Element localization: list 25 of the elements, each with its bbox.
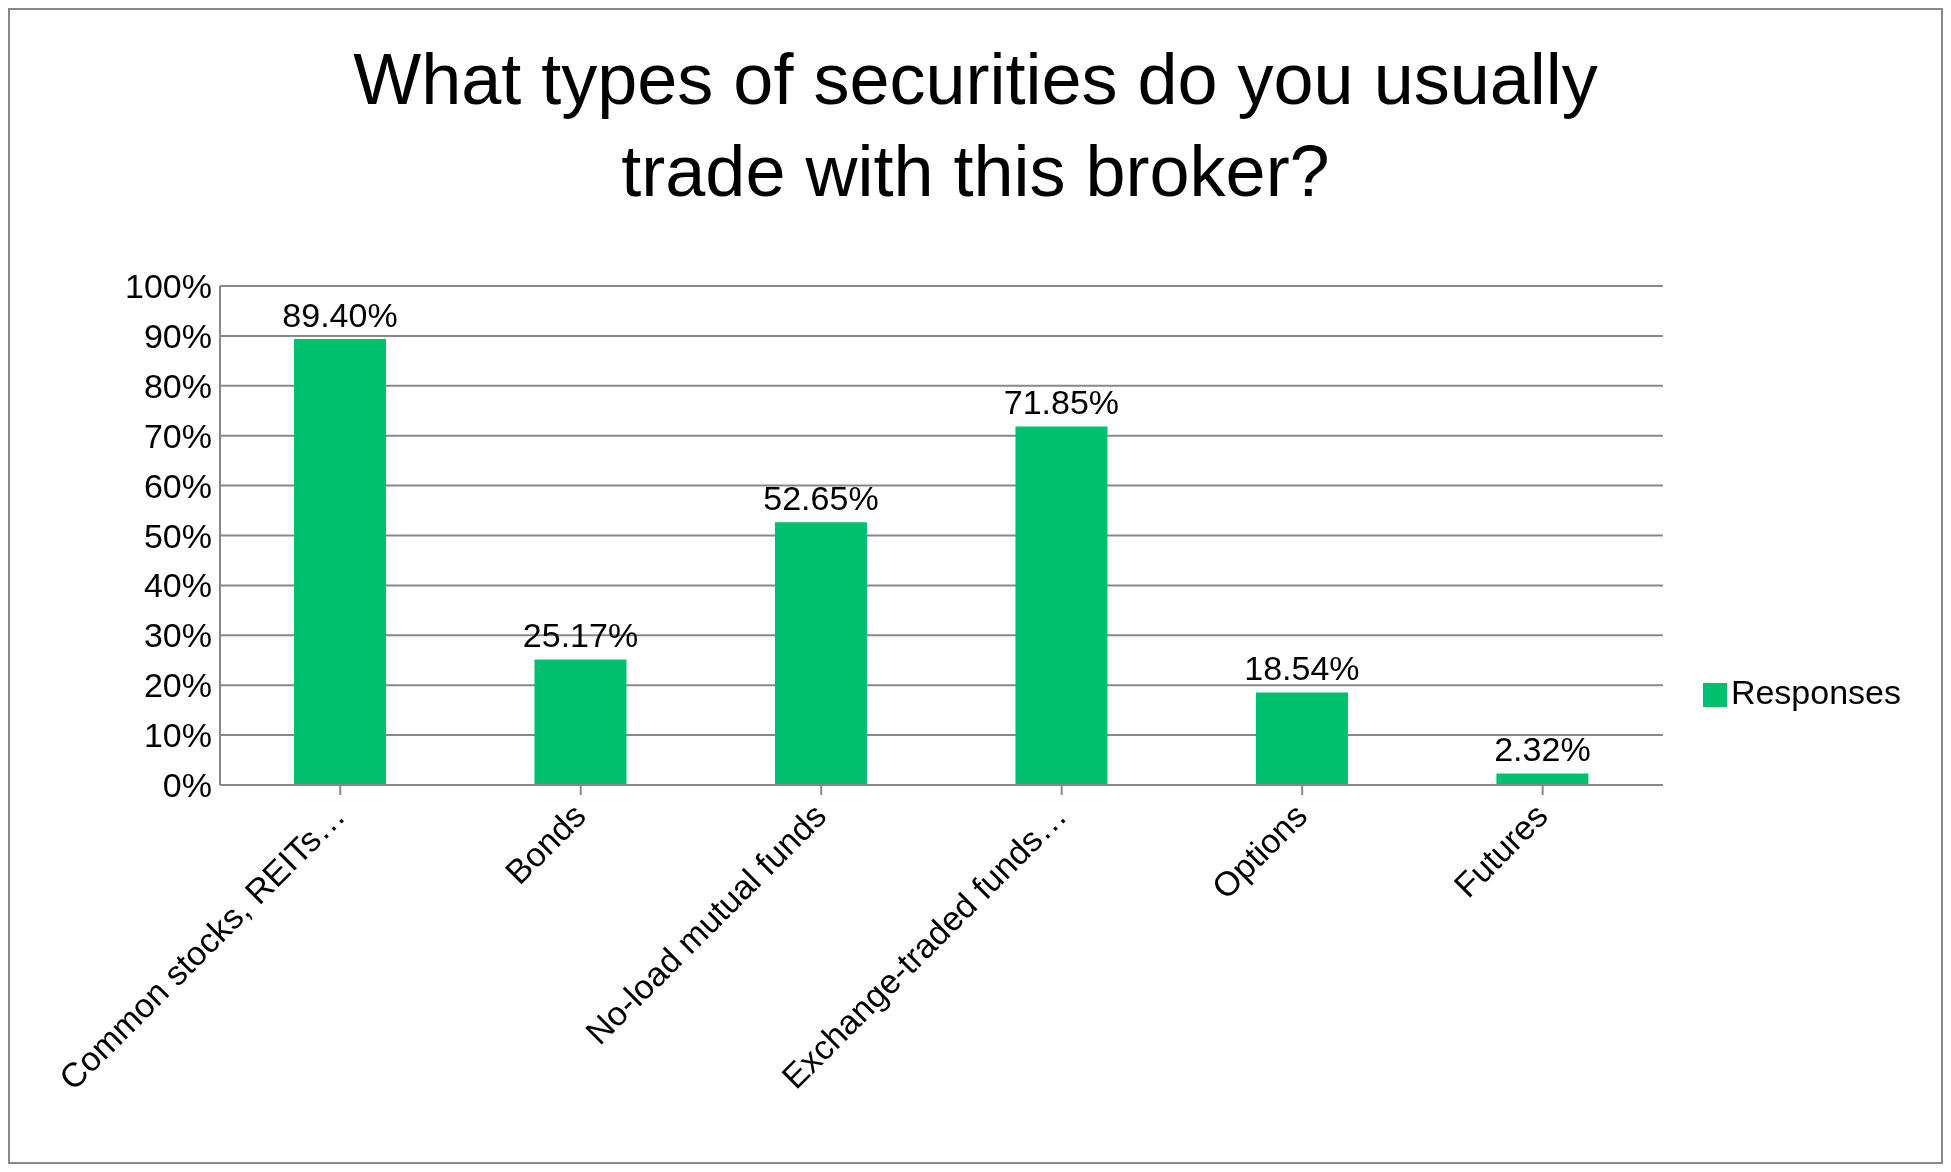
y-tick-label: 40% [143,566,212,605]
y-tick-label: 10% [143,716,212,755]
legend-label: Responses [1730,673,1901,711]
data-label: 18.54% [1244,649,1360,688]
y-tick-label: 90% [143,316,212,355]
bar [1015,426,1108,785]
data-label: 52.65% [763,479,879,518]
chart-title: What types of securities do you usually trade with this broker? [352,38,1599,213]
y-tick-label: 0% [162,766,212,805]
bar [1255,692,1348,785]
y-tick-label: 20% [143,666,212,705]
y-tick-label: 60% [143,466,212,505]
data-label: 2.32% [1494,730,1591,769]
data-label: 89.40% [282,295,398,334]
bar [774,522,867,785]
y-tick-label: 50% [143,516,212,555]
bar [294,338,386,785]
y-tick-label: 30% [143,616,212,655]
y-tick-label: 80% [143,366,212,405]
bar [1496,773,1589,785]
bar [534,659,627,785]
y-tick-label: 70% [143,416,212,455]
y-tick-label: 100% [125,267,212,306]
data-label: 71.85% [1003,383,1120,422]
data-label: 25.17% [522,616,639,655]
